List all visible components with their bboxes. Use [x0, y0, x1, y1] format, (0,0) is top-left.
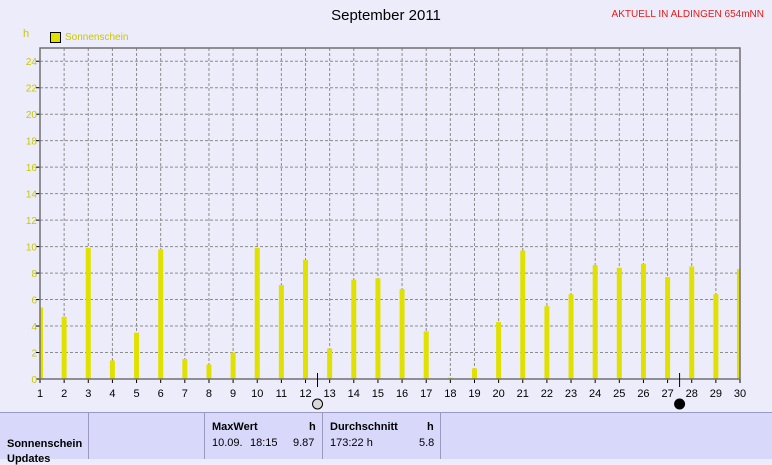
y-tick-label: 24 — [26, 57, 38, 68]
y-tick-label: 12 — [26, 216, 38, 227]
legend-swatch — [50, 32, 61, 43]
max-date: 10.09. — [212, 437, 243, 449]
row-label-sunshine: Sonnenschein — [7, 438, 83, 450]
max-header: MaxWert — [212, 421, 258, 433]
bar-day-3 — [85, 247, 91, 379]
bar-day-22 — [544, 306, 550, 379]
x-tick-label: 13 — [324, 388, 336, 400]
chart-title: September 2011 — [331, 7, 441, 24]
bar-day-2 — [61, 316, 67, 379]
x-tick-label: 28 — [686, 388, 698, 400]
y-tick-label: 16 — [26, 163, 38, 174]
x-tick-label: 27 — [661, 388, 673, 400]
x-tick-label: 21 — [517, 388, 529, 400]
y-tick-label: 0 — [31, 375, 37, 386]
x-tick-label: 11 — [276, 388, 287, 400]
station-label: AKTUELL IN ALDINGEN 654mNN — [611, 9, 764, 20]
bar-day-21 — [520, 250, 526, 379]
summary-table: Sonnenschein Updates MaxWert h 10.09. 18… — [0, 412, 772, 465]
x-tick-label: 3 — [85, 388, 91, 400]
y-tick-label: 18 — [26, 137, 38, 148]
y-tick-label: 2 — [31, 349, 37, 360]
y-tick-label: 22 — [26, 84, 38, 95]
x-tick-label: 29 — [710, 388, 722, 400]
x-tick-label: 5 — [133, 388, 139, 400]
empty-cell — [89, 413, 205, 459]
plot-frame — [39, 47, 741, 380]
row-label-cell: Sonnenschein Updates — [0, 413, 89, 465]
bar-day-16 — [399, 288, 405, 379]
bar-day-15 — [375, 278, 381, 379]
bar-day-28 — [689, 266, 695, 379]
bar-day-9 — [230, 352, 236, 379]
y-tick-label: 8 — [31, 269, 37, 280]
x-tick-label: 19 — [468, 388, 480, 400]
x-tick-label: 1 — [37, 388, 43, 400]
x-tick-label: 23 — [565, 388, 577, 400]
x-tick-label: 16 — [396, 388, 408, 400]
x-tick-label: 9 — [230, 388, 236, 400]
legend-label: Sonnenschein — [65, 32, 129, 43]
bar-day-24 — [592, 265, 598, 379]
row-label-updates: Updates — [7, 453, 51, 465]
legend: Sonnenschein — [50, 32, 128, 43]
x-tick-label: 12 — [299, 388, 311, 400]
avg-unit: h — [427, 421, 434, 433]
bar-day-27 — [665, 277, 671, 379]
bar-day-29 — [713, 294, 719, 379]
x-tick-label: 30 — [734, 388, 746, 400]
bar-day-6 — [158, 249, 164, 379]
y-tick-label: 6 — [31, 296, 37, 307]
y-axis-unit: h — [23, 28, 30, 40]
x-tick-label: 20 — [492, 388, 504, 400]
bar-day-10 — [254, 247, 260, 379]
bar-day-19 — [471, 368, 477, 379]
max-unit: h — [309, 421, 316, 433]
y-tick-label: 20 — [26, 110, 38, 121]
max-time: 18:15 — [250, 437, 278, 449]
avg-cell: Durchschnitt h 173:22 h 5.8 — [323, 413, 441, 459]
avg-total: 173:22 h — [330, 437, 373, 449]
avg-header: Durchschnitt — [330, 421, 398, 433]
bar-day-26 — [640, 263, 646, 379]
x-tick-label: 24 — [589, 388, 601, 400]
bar-day-13 — [327, 348, 333, 379]
bar-day-12 — [303, 259, 309, 379]
bar-day-5 — [134, 332, 140, 379]
x-tick-label: 8 — [206, 388, 212, 400]
x-tick-label: 22 — [541, 388, 553, 400]
x-tick-label: 18 — [444, 388, 456, 400]
max-value: 9.87 — [293, 437, 315, 449]
x-tick-label: 2 — [61, 388, 67, 400]
full-moon-icon — [312, 398, 324, 410]
bar-day-17 — [423, 331, 429, 379]
y-tick-label: 10 — [26, 243, 38, 254]
x-tick-label: 7 — [182, 388, 188, 400]
bar-day-20 — [496, 322, 502, 379]
bar-day-8 — [206, 364, 212, 379]
x-tick-label: 15 — [372, 388, 384, 400]
y-tick-label: 4 — [31, 322, 37, 333]
bar-day-30 — [737, 269, 740, 379]
x-tick-label: 26 — [637, 388, 649, 400]
bar-day-11 — [278, 284, 284, 379]
bar-day-7 — [182, 359, 188, 379]
x-tick-label: 17 — [420, 388, 432, 400]
plot-area — [40, 48, 740, 379]
max-cell: MaxWert h 10.09. 18:15 9.87 — [205, 413, 323, 459]
bar-day-23 — [568, 294, 574, 379]
x-tick-label: 14 — [348, 388, 360, 400]
x-tick-label: 25 — [613, 388, 625, 400]
avg-value: 5.8 — [419, 437, 435, 449]
bar-day-1 — [40, 307, 43, 379]
bar-day-14 — [351, 279, 357, 379]
y-tick-label: 14 — [26, 190, 38, 201]
x-tick-label: 10 — [251, 388, 263, 400]
bar-day-25 — [616, 267, 622, 379]
new-moon-icon — [674, 398, 686, 410]
x-tick-label: 6 — [158, 388, 164, 400]
bar-day-4 — [109, 360, 115, 379]
x-tick-label: 4 — [109, 388, 115, 400]
